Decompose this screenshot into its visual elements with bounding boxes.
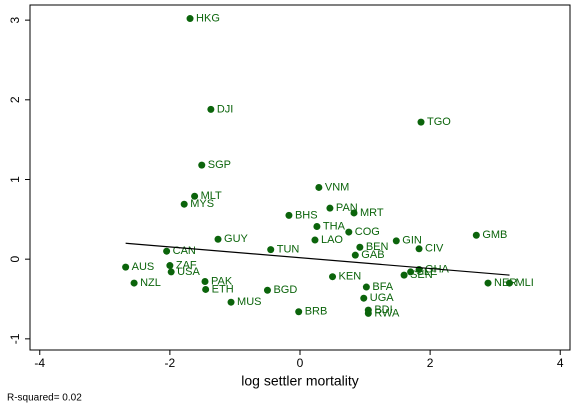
point <box>186 15 194 23</box>
y-tick-label: 3 <box>8 16 22 23</box>
point <box>472 231 480 239</box>
point-label: SEN <box>410 269 433 281</box>
point <box>484 279 492 287</box>
point-label: NZL <box>140 277 161 289</box>
point <box>364 306 372 314</box>
point <box>311 236 319 244</box>
point <box>163 247 171 255</box>
point-label: MYS <box>190 198 214 210</box>
point <box>345 228 353 236</box>
point-label: MLI <box>515 277 533 289</box>
x-tick-label: 0 <box>297 356 304 370</box>
point <box>130 279 138 287</box>
point <box>295 308 303 316</box>
x-tick-label: -4 <box>34 356 45 370</box>
point <box>326 204 334 212</box>
point-label: RWA <box>374 307 400 319</box>
point <box>198 161 206 169</box>
point <box>207 105 215 113</box>
point <box>122 263 130 271</box>
annotation: R-squared= 0.02 <box>7 393 82 404</box>
x-axis-title: log settler mortality <box>241 373 358 389</box>
point <box>350 209 358 217</box>
point-label: GUY <box>224 233 249 245</box>
point <box>392 237 400 245</box>
point <box>180 200 188 208</box>
point <box>214 235 222 243</box>
point-label: BFA <box>372 281 393 293</box>
point-label: AUS <box>132 261 155 273</box>
point <box>267 246 275 254</box>
point-label: GIN <box>402 235 422 247</box>
point-label: KEN <box>339 271 362 283</box>
point-label: MLT <box>201 190 222 202</box>
point <box>313 223 321 231</box>
y-tick-label: 2 <box>8 96 22 103</box>
point-label: MRT <box>360 207 384 219</box>
point-label: THA <box>323 220 346 232</box>
point <box>356 243 364 251</box>
point-label: LAO <box>321 234 343 246</box>
point-label: TGO <box>427 116 451 128</box>
point <box>285 211 293 219</box>
point-label: BGD <box>273 284 297 296</box>
point-label: NER <box>494 277 517 289</box>
point <box>201 277 209 285</box>
point-label: CIV <box>425 243 444 255</box>
point-label: GMB <box>482 229 507 241</box>
point-label: VNM <box>325 181 349 193</box>
point-label: DJI <box>217 103 234 115</box>
x-tick-label: 2 <box>427 356 434 370</box>
point-label: UGA <box>370 292 395 304</box>
point-label: SGP <box>208 159 231 171</box>
point-label: USA <box>177 266 200 278</box>
point-label: ZAF <box>176 259 197 271</box>
y-tick-label: -1 <box>8 333 22 344</box>
point-label: COG <box>355 226 380 238</box>
point <box>360 294 368 302</box>
point <box>400 271 408 279</box>
point <box>166 262 174 270</box>
point-label: GAB <box>361 249 384 261</box>
point <box>362 283 370 291</box>
x-tick-label: 4 <box>557 356 564 370</box>
point <box>191 192 199 200</box>
point <box>415 245 423 253</box>
point-label: BHS <box>295 209 318 221</box>
point <box>315 183 323 191</box>
point-label: PAK <box>211 275 233 287</box>
point-label: ETH <box>212 283 234 295</box>
point <box>227 298 235 306</box>
point <box>167 268 175 276</box>
x-tick-label: -2 <box>165 356 176 370</box>
point-label: HKG <box>196 12 220 24</box>
point <box>202 285 210 293</box>
point-label: MUS <box>237 296 261 308</box>
point <box>417 118 425 126</box>
point-label: TUN <box>277 244 300 256</box>
y-tick-label: 0 <box>8 256 22 263</box>
point-label: BEN <box>366 241 389 253</box>
point <box>329 273 337 281</box>
point <box>505 279 513 287</box>
y-tick-label: 1 <box>8 176 22 183</box>
point <box>263 286 271 294</box>
point-label: BDI <box>374 304 392 316</box>
point-label: BRB <box>305 306 328 318</box>
fit-line <box>125 242 510 276</box>
point <box>407 268 415 276</box>
point <box>351 251 359 259</box>
